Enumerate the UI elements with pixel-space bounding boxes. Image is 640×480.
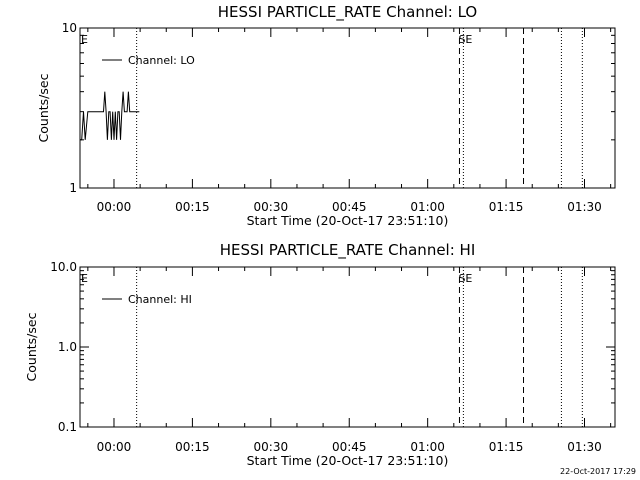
x-tick-label: 00:30 bbox=[254, 440, 289, 454]
x-tick-label: 01:00 bbox=[410, 200, 445, 214]
y-tick-label: 10 bbox=[62, 21, 77, 35]
x-tick-label: 00:15 bbox=[175, 200, 210, 214]
chart-title: HESSI PARTICLE_RATE Channel: HI bbox=[220, 241, 476, 260]
legend-label: Channel: HI bbox=[128, 293, 192, 306]
x-tick-label: 00:00 bbox=[97, 200, 132, 214]
marker-label: SE bbox=[458, 272, 472, 285]
footer-timestamp: 22-Oct-2017 17:29 bbox=[560, 467, 636, 476]
x-tick-label: 00:45 bbox=[332, 440, 367, 454]
marker-label: E bbox=[81, 272, 88, 285]
x-tick-label: 00:45 bbox=[332, 200, 367, 214]
x-axis-label: Start Time (20-Oct-17 23:51:10) bbox=[247, 453, 449, 468]
marker-label: SE bbox=[458, 33, 472, 46]
y-tick-label: 1.0 bbox=[58, 340, 77, 354]
y-axis-label: Counts/sec bbox=[24, 312, 39, 381]
x-axis: 00:00 00:15 00:30 00:45 01:00 01:15 01:30 bbox=[87, 267, 612, 454]
x-tick-label: 00:00 bbox=[97, 440, 132, 454]
x-tick-label: 01:15 bbox=[489, 200, 524, 214]
series-line bbox=[80, 91, 140, 141]
x-tick-label: 01:30 bbox=[567, 440, 602, 454]
x-axis: 00:00 00:15 00:30 00:45 01:00 01:15 01:30 bbox=[87, 28, 612, 214]
legend-label: Channel: LO bbox=[128, 54, 195, 67]
x-tick-label: 01:30 bbox=[567, 200, 602, 214]
chart-title: HESSI PARTICLE_RATE Channel: LO bbox=[218, 3, 477, 22]
plot-frame bbox=[79, 27, 616, 189]
marker-label: E bbox=[81, 33, 88, 46]
y-tick-label: 10.0 bbox=[50, 260, 77, 274]
x-tick-label: 00:15 bbox=[175, 440, 210, 454]
y-tick-label: 1 bbox=[69, 181, 77, 195]
chart-panel-hi: HESSI PARTICLE_RATE Channel: HI 0.1 1.0 10.… bbox=[24, 241, 616, 468]
y-axis: 0.1 1.0 10.0 bbox=[50, 260, 615, 434]
y-tick-label: 0.1 bbox=[58, 420, 77, 434]
y-axis-label: Counts/sec bbox=[36, 73, 51, 142]
x-tick-label: 01:15 bbox=[489, 440, 524, 454]
x-axis-label: Start Time (20-Oct-17 23:51:10) bbox=[247, 213, 449, 228]
x-tick-label: 00:30 bbox=[254, 200, 289, 214]
x-tick-label: 01:00 bbox=[410, 440, 445, 454]
y-axis: 1 10 bbox=[62, 21, 615, 195]
